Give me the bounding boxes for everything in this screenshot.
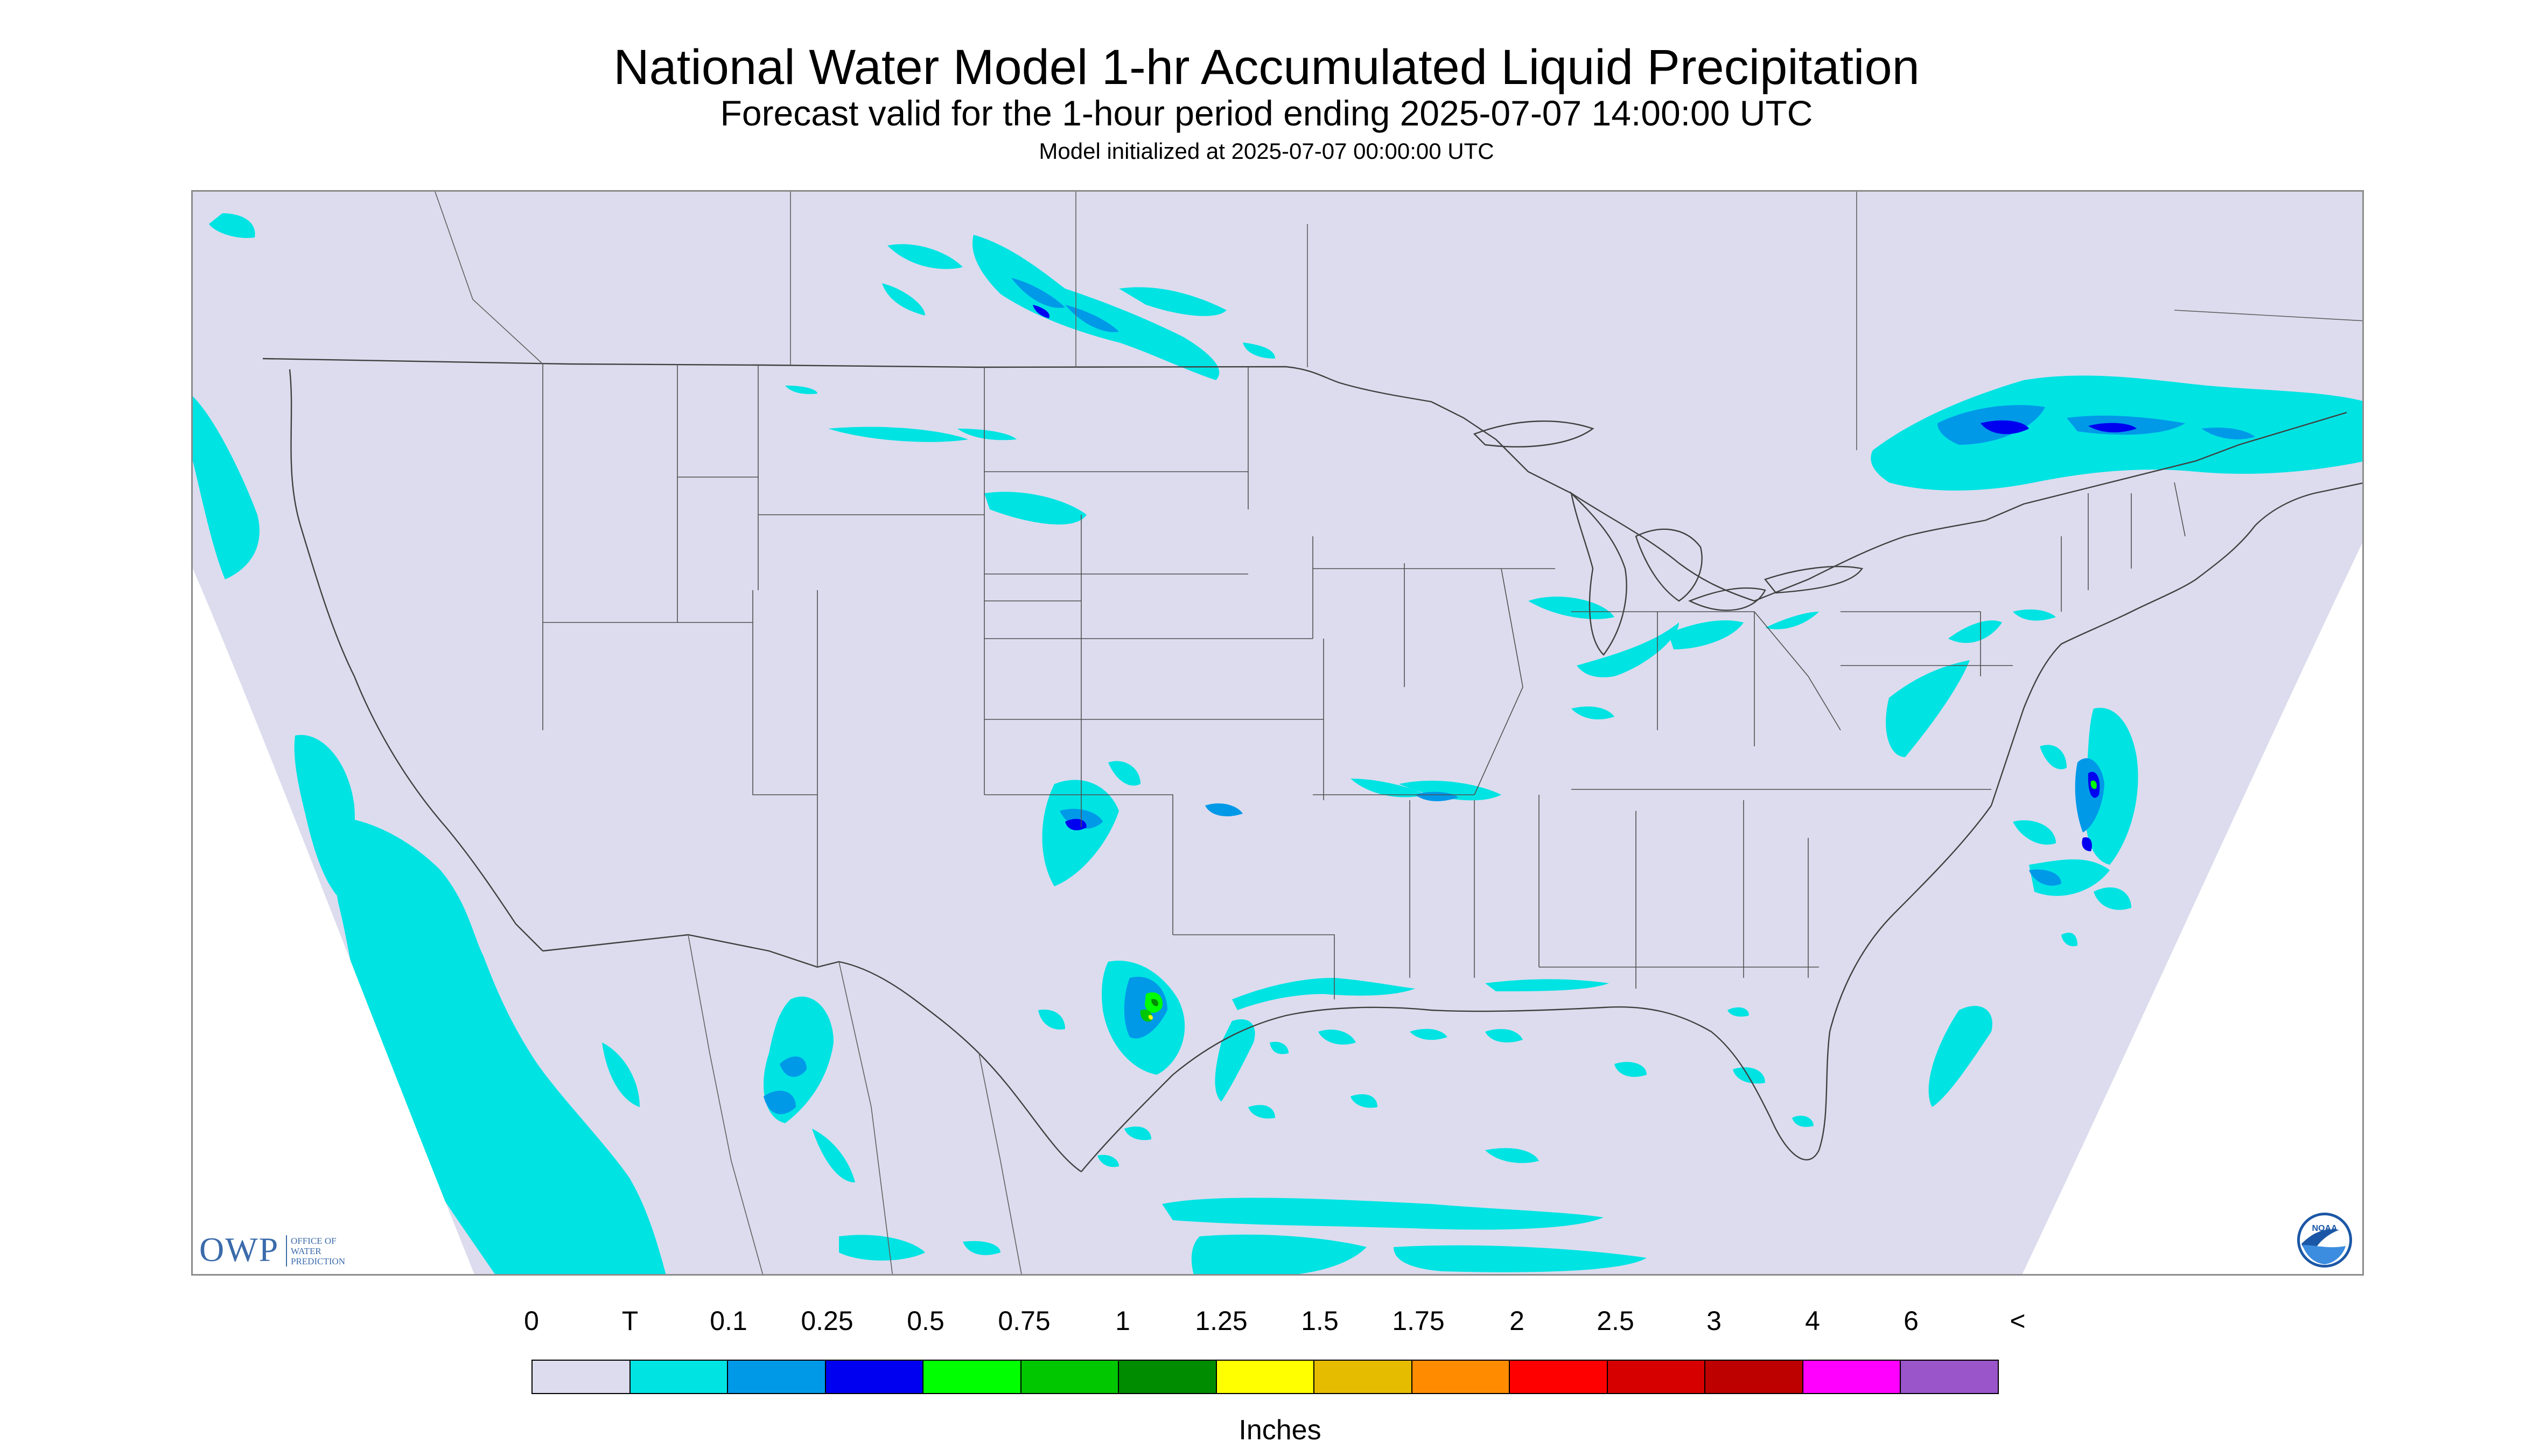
province-lines xyxy=(435,192,2362,1274)
legend-label: 6 xyxy=(1904,1306,1919,1336)
owp-logo: OWP OFFICE OF WATER PREDICTION xyxy=(199,1230,345,1269)
map-title: National Water Model 1-hr Accumulated Li… xyxy=(613,40,1920,95)
legend-swatch xyxy=(727,1360,826,1394)
color-legend: 0 T 0.1 0.25 0.5 0.75 1 1.25 1.5 1.75 2 … xyxy=(524,1304,2028,1446)
legend-label: < xyxy=(2010,1306,2026,1336)
legend-label: 4 xyxy=(1805,1306,1820,1336)
legend-label: 2 xyxy=(1509,1306,1524,1336)
noaa-logo-text: NOAA xyxy=(2312,1224,2338,1233)
legend-label: 3 xyxy=(1706,1306,1722,1336)
legend-label: 1.5 xyxy=(1301,1306,1339,1336)
legend-swatch xyxy=(629,1360,728,1394)
legend-label: 1.75 xyxy=(1392,1306,1445,1336)
legend-label: 0.1 xyxy=(710,1306,747,1336)
legend-swatch xyxy=(1704,1360,1803,1394)
legend-label: T xyxy=(621,1306,639,1336)
legend-swatch xyxy=(922,1360,1021,1394)
map-canvas xyxy=(193,192,2362,1274)
model-init-time: Model initialized at 2025-07-07 00:00:00… xyxy=(1039,138,1494,164)
precip-0.5-plus xyxy=(1140,780,2097,1022)
model-domain xyxy=(193,192,2362,1274)
legend-label: 2.5 xyxy=(1597,1306,1634,1336)
legend-colorbar xyxy=(531,1360,1999,1394)
owp-logo-line2: WATER xyxy=(291,1246,321,1256)
legend-swatch xyxy=(531,1360,631,1394)
boundaries xyxy=(262,358,2362,1172)
owp-logo-line3: PREDICTION xyxy=(291,1256,345,1266)
legend-swatch xyxy=(1215,1360,1314,1394)
map-subtitle: Forecast valid for the 1-hour period end… xyxy=(720,93,1813,133)
outside-domain-east xyxy=(2022,543,2362,1274)
legend-swatch xyxy=(1313,1360,1412,1394)
legend-swatch xyxy=(1802,1360,1901,1394)
legend-labels: 0 T 0.1 0.25 0.5 0.75 1 1.25 1.5 1.75 2 … xyxy=(524,1304,2028,1342)
legend-label: 0.25 xyxy=(801,1306,853,1336)
legend-swatch xyxy=(1411,1360,1510,1394)
legend-swatch xyxy=(824,1360,923,1394)
outside-domain-west xyxy=(193,569,474,1274)
legend-swatch xyxy=(1606,1360,1705,1394)
legend-swatch xyxy=(1900,1360,1999,1394)
legend-swatch xyxy=(1020,1360,1119,1394)
legend-label: 0.5 xyxy=(907,1306,944,1336)
owp-logo-text: OWP xyxy=(199,1230,279,1269)
state-lines xyxy=(542,364,2186,999)
legend-units: Inches xyxy=(1238,1415,1321,1446)
legend-label: 0 xyxy=(524,1306,539,1336)
legend-swatch xyxy=(1509,1360,1608,1394)
noaa-logo: NOAA xyxy=(2297,1213,2352,1268)
legend-swatch xyxy=(1118,1360,1217,1394)
legend-label: 1.25 xyxy=(1195,1306,1248,1336)
owp-logo-line1: OFFICE OF xyxy=(291,1236,337,1246)
legend-label: 1 xyxy=(1115,1306,1130,1336)
precipitation-map[interactable] xyxy=(191,190,2364,1276)
legend-label: 0.75 xyxy=(998,1306,1051,1336)
